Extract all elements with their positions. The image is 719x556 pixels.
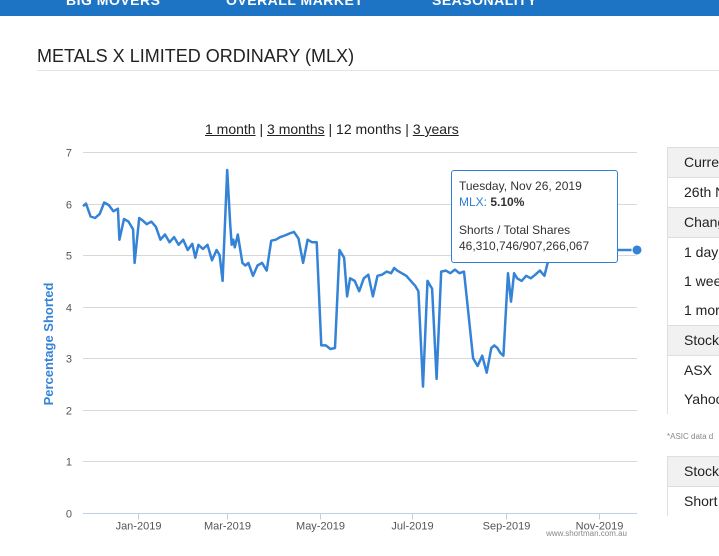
y-tick-label: 6	[66, 200, 72, 212]
range-separator: |	[405, 121, 409, 137]
side2-row-short: Short	[667, 487, 719, 516]
range-selector: 1 month | 3 months | 12 months | 3 years	[205, 121, 459, 137]
summary-side-panel: Curre 26th N Chang 1 day 1 wee 1 mor Sto…	[667, 147, 719, 414]
y-tick-label: 2	[66, 406, 72, 418]
side-row-1-day: 1 day	[667, 238, 719, 267]
tooltip-value-line: MLX: 5.10%	[459, 194, 617, 210]
y-tick-label: 5	[66, 251, 72, 263]
page-title: METALS X LIMITED ORDINARY (MLX)	[37, 46, 355, 66]
y-tick-label: 1	[66, 457, 72, 469]
tooltip-series-name: MLX:	[459, 195, 488, 209]
range-12-months-current: 12 months	[336, 121, 402, 137]
side-link-yahoo[interactable]: Yahoo	[667, 385, 719, 414]
side2-heading-stock: Stock	[667, 456, 719, 487]
hover-point-marker	[631, 244, 643, 256]
tooltip-date: Tuesday, Nov 26, 2019	[459, 179, 582, 193]
side-row-date: 26th N	[667, 178, 719, 207]
range-separator: |	[328, 121, 333, 137]
nav-overall-market[interactable]: OVERALL MARKET	[226, 0, 364, 8]
title-divider	[37, 70, 719, 71]
tooltip-detail-value: 46,310,746/907,266,067	[459, 239, 590, 253]
x-tick-label: Jul-2019	[391, 521, 433, 533]
nav-seasonality[interactable]: SEASONALITY	[432, 0, 538, 8]
x-tick-label: Jan-2019	[116, 521, 162, 533]
chart-credit[interactable]: www.shortman.com.au	[545, 529, 627, 538]
chart-axes: 0 1 2 3 4 5 6 7 Jan-2019 Mar-2019 May-2019 Jul-2019…	[66, 148, 637, 533]
range-1-month-link[interactable]: 1 month	[205, 121, 256, 137]
short-interest-chart[interactable]: 0 1 2 3 4 5 6 7 Jan-2019 Mar-2019 May-2019 Jul-2019…	[0, 140, 660, 540]
asic-data-note: *ASIC data d	[667, 432, 714, 441]
x-tick-label: Mar-2019	[204, 521, 251, 533]
side-row-1-month: 1 mor	[667, 296, 719, 325]
chart-gridlines	[83, 152, 637, 514]
range-3-years-link[interactable]: 3 years	[412, 121, 459, 137]
series-line	[82, 168, 637, 388]
side-heading-current: Curre	[667, 147, 719, 178]
stock-side-panel: Stock Short	[667, 456, 719, 516]
nav-big-movers[interactable]: BIG MOVERS	[66, 0, 161, 8]
x-tick-label: Nov-2019	[576, 521, 624, 533]
tooltip-detail-label: Shorts / Total Shares	[459, 223, 571, 237]
range-separator: |	[259, 121, 264, 137]
chart-tooltip: Tuesday, Nov 26, 2019 MLX: 5.10% Shorts …	[451, 170, 618, 263]
y-tick-label: 7	[66, 148, 72, 160]
chart-series	[82, 168, 643, 388]
y-axis-title: Percentage Shorted	[41, 283, 56, 406]
tooltip-value: 5.10%	[490, 195, 525, 209]
y-tick-label: 3	[66, 354, 72, 366]
y-tick-label: 0	[66, 509, 72, 521]
top-navigation-bar: BIG MOVERS OVERALL MARKET SEASONALITY	[0, 0, 719, 16]
x-tick-label: Sep-2019	[483, 521, 531, 533]
range-3-months-link[interactable]: 3 months	[267, 121, 325, 137]
side-link-asx[interactable]: ASX	[667, 356, 719, 385]
side-row-1-week: 1 wee	[667, 267, 719, 296]
tooltip-spacer	[459, 210, 617, 222]
y-tick-label: 4	[66, 303, 72, 315]
side-heading-change: Chang	[667, 207, 719, 238]
side-heading-stock: Stock	[667, 325, 719, 356]
x-tick-label: May-2019	[296, 521, 345, 533]
